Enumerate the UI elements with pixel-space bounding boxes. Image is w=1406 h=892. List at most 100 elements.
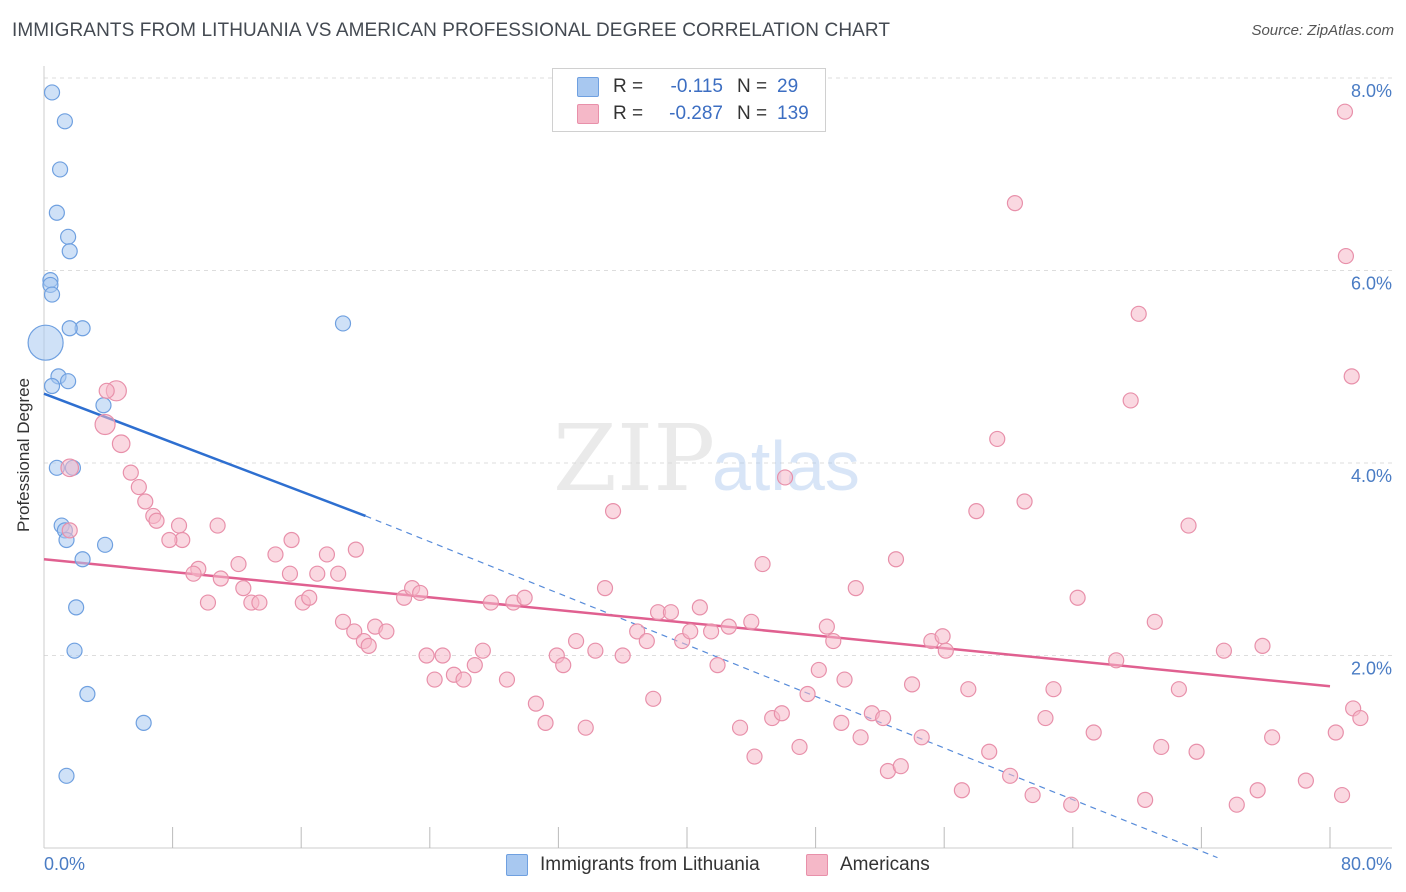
legend-r-value: -0.115 bbox=[670, 76, 723, 97]
legend-n-label: N = bbox=[737, 76, 768, 97]
point-americans bbox=[1130, 305, 1147, 322]
point-americans bbox=[555, 657, 572, 674]
point-americans bbox=[455, 671, 472, 688]
legend-r-value: -0.287 bbox=[669, 103, 723, 124]
point-americans bbox=[629, 623, 646, 640]
point-americans bbox=[148, 512, 165, 529]
point-americans bbox=[516, 589, 533, 606]
point-americans bbox=[1264, 729, 1281, 746]
point-americans bbox=[887, 551, 905, 568]
point-americans bbox=[638, 632, 655, 650]
watermark-zip: ZIP bbox=[553, 405, 715, 512]
point-americans bbox=[968, 503, 985, 520]
point-americans bbox=[334, 613, 352, 630]
point-americans bbox=[953, 782, 970, 799]
point-americans bbox=[1024, 786, 1041, 804]
point-americans bbox=[614, 647, 631, 664]
legend-n-value: 139 bbox=[777, 103, 809, 124]
point-americans bbox=[330, 565, 347, 582]
point-americans bbox=[604, 503, 622, 520]
point-americans bbox=[122, 464, 139, 481]
point-americans bbox=[836, 671, 853, 688]
legend-r-label: R = bbox=[613, 103, 644, 124]
bottom-legend-lithuania: Immigrants from Lithuania bbox=[506, 852, 760, 878]
point-americans bbox=[743, 613, 760, 630]
point-americans bbox=[596, 580, 614, 597]
trend-line-americans bbox=[43, 558, 1331, 688]
point-americans bbox=[825, 632, 842, 650]
legend-n-label: N = bbox=[737, 103, 768, 124]
point-americans bbox=[754, 555, 771, 573]
point-americans bbox=[482, 594, 499, 611]
point-lithuania bbox=[58, 767, 75, 784]
point-americans bbox=[498, 671, 516, 688]
point-americans bbox=[1146, 613, 1163, 630]
point-americans bbox=[434, 647, 451, 664]
point-americans bbox=[281, 565, 299, 582]
legend-row-americans: R = -0.287 N = 139 bbox=[577, 102, 809, 126]
point-americans bbox=[426, 671, 443, 688]
trend-line-lithuania bbox=[43, 392, 366, 518]
point-lithuania bbox=[96, 536, 114, 553]
point-americans bbox=[347, 541, 364, 558]
y-tick-label: 2.0% bbox=[1351, 659, 1392, 679]
point-americans bbox=[161, 531, 178, 549]
legend-swatch-lithuania bbox=[577, 77, 599, 97]
point-americans bbox=[378, 623, 395, 640]
bottom-legend-swatch-lithuania bbox=[506, 854, 528, 876]
point-lithuania bbox=[95, 397, 112, 414]
point-americans bbox=[1153, 738, 1170, 756]
legend-row-lithuania: R = -0.115 N = 29 bbox=[577, 75, 798, 99]
legend-n-value: 29 bbox=[777, 76, 799, 97]
legend: R = -0.115 N = 29 R = -0.287 N = 139 bbox=[552, 68, 826, 132]
point-americans bbox=[111, 434, 131, 454]
bottom-legend: Immigrants from Lithuania Americans bbox=[0, 852, 1406, 878]
point-americans bbox=[130, 478, 147, 496]
point-americans bbox=[903, 676, 921, 693]
point-americans bbox=[1170, 681, 1187, 698]
point-americans bbox=[1333, 786, 1351, 804]
point-americans bbox=[847, 580, 864, 597]
point-americans bbox=[1337, 247, 1355, 265]
watermark: ZIP atlas bbox=[553, 405, 860, 512]
watermark-atlas: atlas bbox=[712, 427, 860, 505]
point-americans bbox=[810, 661, 827, 679]
point-americans bbox=[645, 690, 662, 707]
point-americans bbox=[1327, 724, 1344, 741]
point-americans bbox=[587, 642, 604, 659]
point-americans bbox=[791, 738, 808, 756]
point-americans bbox=[852, 729, 869, 746]
point-lithuania bbox=[61, 320, 78, 337]
point-americans bbox=[937, 642, 954, 659]
y-tick-label: 4.0% bbox=[1351, 466, 1392, 486]
chart-title: IMMIGRANTS FROM LITHUANIA VS AMERICAN PR… bbox=[12, 20, 891, 41]
point-lithuania bbox=[74, 551, 91, 568]
point-americans bbox=[1069, 589, 1086, 606]
point-americans bbox=[1108, 652, 1125, 669]
point-americans bbox=[709, 657, 726, 674]
point-americans bbox=[1352, 709, 1369, 727]
point-americans bbox=[799, 685, 816, 703]
point-americans bbox=[1228, 796, 1245, 813]
point-americans bbox=[1122, 392, 1139, 409]
point-americans bbox=[703, 623, 720, 640]
trend-line-lithuania-extension bbox=[365, 515, 1218, 859]
point-americans bbox=[1085, 724, 1102, 741]
point-americans bbox=[1063, 796, 1080, 813]
point-americans bbox=[94, 413, 116, 436]
tick-labels: 2.0% 4.0% 6.0% 8.0% 0.0% 80.0% bbox=[44, 81, 1392, 874]
point-lithuania bbox=[68, 599, 85, 616]
point-americans bbox=[267, 546, 284, 563]
point-americans bbox=[934, 628, 951, 645]
y-tick-label: 6.0% bbox=[1351, 274, 1392, 294]
point-lithuania bbox=[48, 204, 65, 221]
bottom-legend-americans: Americans bbox=[806, 852, 930, 878]
gridlines bbox=[44, 77, 1392, 656]
point-americans bbox=[137, 493, 154, 510]
point-americans bbox=[170, 517, 188, 534]
point-americans bbox=[720, 618, 737, 635]
point-americans bbox=[1002, 767, 1019, 784]
point-americans bbox=[1254, 637, 1271, 654]
point-lithuania bbox=[27, 324, 64, 361]
point-lithuania bbox=[43, 377, 61, 395]
